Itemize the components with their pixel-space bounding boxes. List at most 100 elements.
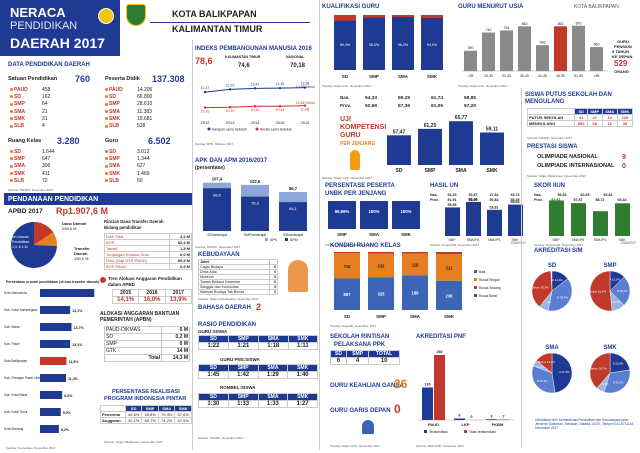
satuan-row: SMP 64 xyxy=(10,101,90,108)
akreditasi-pie-label: SD xyxy=(548,263,557,269)
apm-value: 76,3 xyxy=(251,201,260,206)
satuan-value: 4 xyxy=(42,123,45,130)
ipm-point-harapan xyxy=(303,86,307,89)
uk-value: 61,25 xyxy=(424,123,437,129)
satuan-key: SD xyxy=(14,93,21,100)
pie-c-value: 190,0 M xyxy=(74,256,89,261)
rasio-col: SD xyxy=(198,364,229,372)
rasio-value: 1:27 xyxy=(287,400,318,408)
pensiun-l4: KE DEPAN xyxy=(612,54,633,59)
kondisi-sedang-value: 211 xyxy=(446,265,453,270)
rasio-row: 1:45 1:42 1:29 1:40 xyxy=(198,371,318,379)
ipm-point-rerata xyxy=(253,105,257,108)
alokasi-table: PAUD-DIKMAS 0 M SD 0,2 M SMP 0 M GTK 14 M Total 1… xyxy=(103,326,190,362)
bullet-icon xyxy=(105,117,108,121)
uk-heading2: KOMPETENSI xyxy=(340,124,387,131)
akreditasi-pies: SD A 14,4% B 38,9% C 7,4% Belum 38,3% SMP A 12… xyxy=(531,263,631,394)
rasio-value: 1:30 xyxy=(198,400,229,408)
ipm-point-harapan xyxy=(203,90,207,94)
ruang-list: SD 1.644 SMP 647 SMA 306 SMK 411 SLB 72 xyxy=(10,148,90,184)
iiun-prov-value: 60,44 xyxy=(618,198,627,202)
guru-label: Guru xyxy=(105,138,119,144)
prestasi-source: Sumber: Ditjen Dikdasmen, November 2017 xyxy=(527,174,586,178)
akreditasi-slice-label: B 38,9% xyxy=(557,296,568,300)
rasio-value: 1:33 xyxy=(227,400,259,408)
iiun-source: Sumber: Puspendik, November 2017 xyxy=(534,243,584,247)
persentase-value: 13,7% xyxy=(74,326,85,330)
garis-depan-source: Sumber: Ditjen GTK, November 2017 xyxy=(330,444,380,448)
ppk-header: SD SMP TOTAL xyxy=(330,350,400,358)
pie-slice-non-urusan xyxy=(10,222,57,268)
guru-row: SD 3.012 xyxy=(105,148,185,155)
ppk-col: TOTAL xyxy=(368,350,400,358)
data-pendidikan-source: Sumber: PDSPK, November 2017 xyxy=(8,188,54,192)
pnf-category: LKP xyxy=(462,422,470,427)
rincian-table: DAK Fisik 4,2 M BOS 82,4 M Tamsil 1,5 M Tunjan… xyxy=(103,233,192,270)
ppk-value: 4 xyxy=(345,357,370,365)
putus-value: 66 xyxy=(586,120,603,127)
persentase-bar xyxy=(40,408,61,416)
kondisi-heading: KONDISI RUANG KELAS xyxy=(330,243,401,249)
usia-bar xyxy=(500,30,513,71)
persentase-value: 11,5% xyxy=(68,360,79,364)
rincian-row: BOP PAUD 6,9 M xyxy=(103,263,192,270)
satuan-key: SMK xyxy=(14,115,26,122)
pnf-bar-tidak xyxy=(498,419,509,420)
rasio-pns-label: GURU PNS:SISWA xyxy=(220,357,260,362)
rasio-value: 1:45 xyxy=(198,371,229,379)
usia-bar xyxy=(482,32,495,71)
peserta-value: 28.610 xyxy=(137,101,153,108)
divider-v2 xyxy=(319,0,320,450)
guru-value: 1.344 xyxy=(137,155,150,162)
peserta-key: SD xyxy=(109,93,116,100)
persentase-heading: Persentase urusan pendidikan (di luar tr… xyxy=(6,280,100,284)
uk-prov-value: 57,36 xyxy=(398,104,411,109)
uk-bar xyxy=(418,128,442,165)
bullet-icon xyxy=(10,102,13,106)
hasil-un-heading: HASIL UN xyxy=(430,183,459,189)
pnf-value-terakreditasi: 6 xyxy=(459,414,461,418)
peserta-key: SLB xyxy=(109,123,119,130)
unbk-category: SMK xyxy=(401,232,412,237)
rasio-value: 1:29 xyxy=(257,371,289,379)
uk-nas-value: 58,85 xyxy=(464,96,477,101)
rasio-heading: RASIO PENDIDIKAN xyxy=(198,322,257,328)
guru-key: SMK xyxy=(109,170,121,177)
akreditasi-pie-label: SMK xyxy=(603,345,617,351)
uk-category: SMP xyxy=(425,168,437,174)
usia-category: 36-40 xyxy=(520,74,529,78)
ipm-point-rerata xyxy=(228,106,232,109)
akreditasi-pie-label: SMP xyxy=(603,263,616,269)
persentase-label: Kota Balikpapan xyxy=(4,359,27,363)
iiun-category: SMA IPS xyxy=(594,238,607,242)
alokasi-row: SD 0,2 M xyxy=(103,333,190,341)
divider-v1 xyxy=(192,40,193,450)
kondisi-sedang-value: 118 xyxy=(412,262,419,267)
ipm-legend-rerata-swatch xyxy=(255,127,259,131)
guru-value: 627 xyxy=(137,163,146,170)
ruang-key: SMP xyxy=(14,155,25,162)
putus-value: 852 xyxy=(574,120,588,127)
rasio-header: SD SMP SMA SMK xyxy=(198,335,319,343)
satuan-label: Satuan Pendidikan xyxy=(8,76,58,82)
peserta-row: SMP 28.610 xyxy=(105,101,185,108)
apm-bar xyxy=(279,202,307,231)
apm-value: 64,1 xyxy=(289,206,298,211)
bullet-icon xyxy=(10,157,13,161)
satuan-value: 458 xyxy=(42,86,51,93)
kondisi-bar-baik xyxy=(436,280,462,310)
kondisi-baik-value: 323 xyxy=(378,292,386,297)
pnf-legend-swatch-2 xyxy=(464,430,467,433)
persentase-label: Kab. Paser xyxy=(4,342,21,346)
satuan-key: SMA xyxy=(14,108,26,115)
tren-years: 2015 2016 2017 xyxy=(111,289,193,297)
tren-values: 14,1% 16,0% 13,9% xyxy=(111,296,193,304)
pnf-value-terakreditasi: 3 xyxy=(491,414,493,418)
kondisi-baik-value: 230 xyxy=(446,293,454,298)
bullet-icon xyxy=(10,150,13,154)
alokasi-value: 0,2 M xyxy=(161,333,190,341)
un-bar xyxy=(508,204,523,236)
ruang-row: SMA 306 xyxy=(10,163,90,170)
uk-category: SMK xyxy=(486,168,498,174)
